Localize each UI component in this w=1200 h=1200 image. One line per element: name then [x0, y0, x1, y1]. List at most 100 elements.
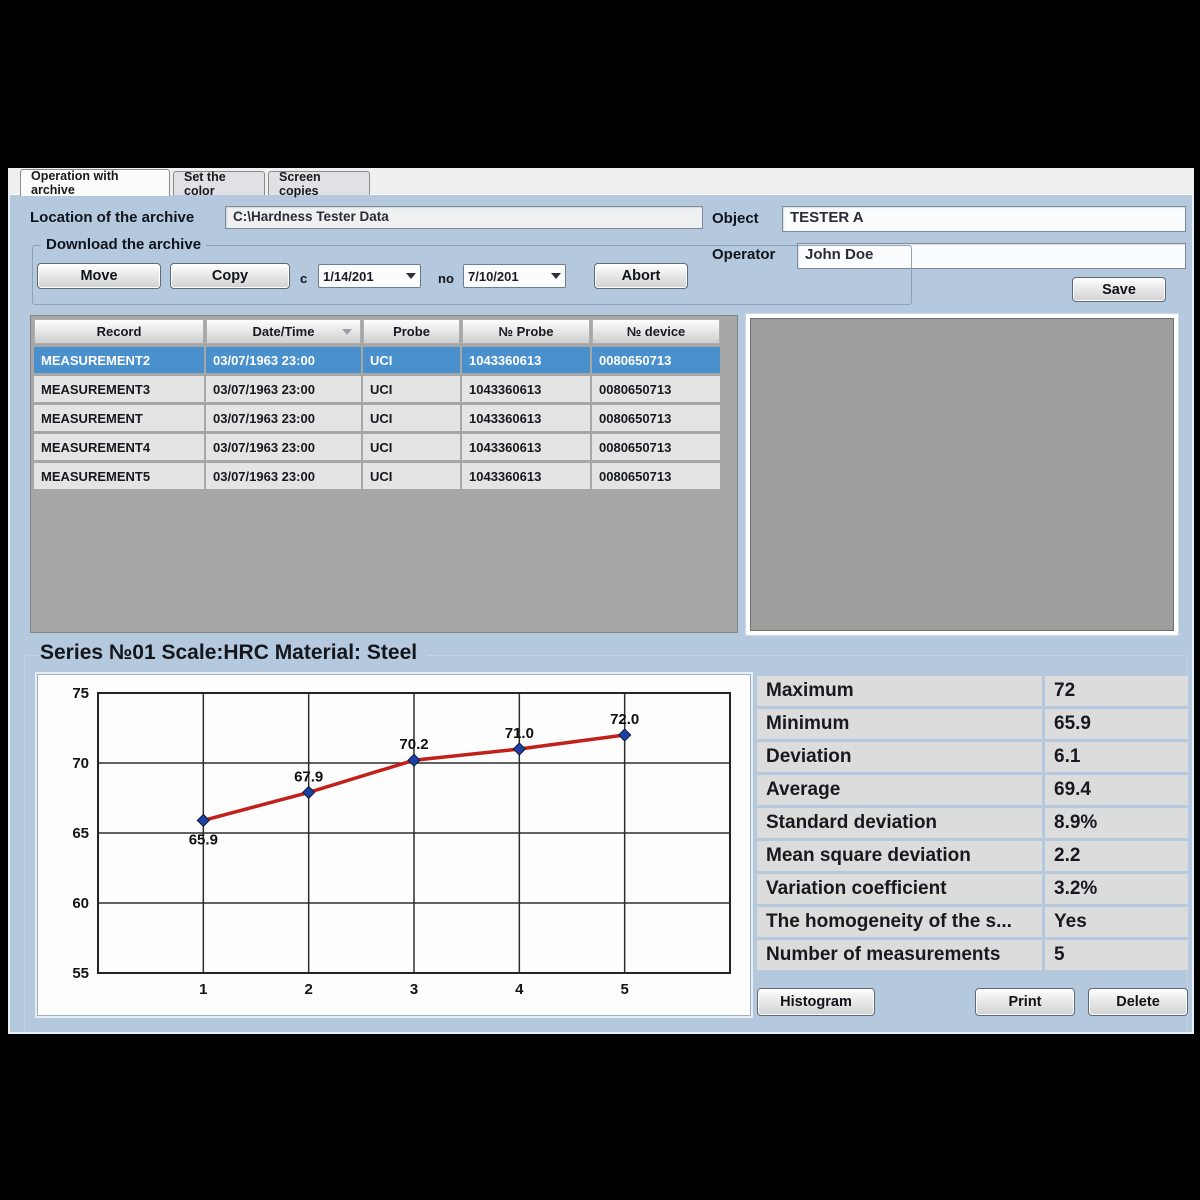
x-axis-tick-label: 5 — [620, 981, 628, 998]
table-cell: MEASUREMENT — [34, 405, 204, 431]
column-header-record[interactable]: Record — [34, 319, 204, 344]
x-axis-tick-label: 4 — [515, 981, 524, 998]
copy-button[interactable]: Copy — [170, 263, 290, 289]
data-point — [512, 742, 527, 756]
chart-plot-border — [97, 692, 731, 974]
date-to-combobox[interactable]: 7/10/201 — [463, 264, 566, 288]
table-row[interactable]: MEASUREMENT2 03/07/1963 23:00 UCI 104336061… — [34, 347, 734, 373]
column-header-probe[interactable]: Probe — [363, 319, 460, 344]
stat-row[interactable]: Maximum 72 — [757, 676, 1188, 706]
sort-descending-icon — [342, 329, 352, 335]
location-input[interactable]: C:\Hardness Tester Data — [225, 206, 703, 229]
stat-label: Standard deviation — [757, 808, 1042, 838]
stat-value: 8.9% — [1045, 808, 1188, 838]
table-cell: 03/07/1963 23:00 — [206, 347, 361, 373]
series-title: Series №01 Scale:HRC Material: Steel — [40, 641, 428, 665]
stat-label: Mean square deviation — [757, 841, 1042, 871]
stat-row[interactable]: Number of measurements 5 — [757, 940, 1188, 970]
table-cell: 03/07/1963 23:00 — [206, 405, 361, 431]
column-header-device-number[interactable]: № device — [592, 319, 720, 344]
stat-label: Minimum — [757, 709, 1042, 739]
data-point-label: 72.0 — [610, 711, 639, 728]
dropdown-arrow-icon — [406, 273, 416, 279]
date-from-label: c — [300, 271, 308, 286]
preview-image-area — [750, 318, 1174, 631]
stat-value: 2.2 — [1045, 841, 1188, 871]
statistics-table: Maximum 72 Minimum 65.9 Deviation 6.1 Average 6… — [757, 676, 1188, 973]
hardness-chart-panel: 55 60 65 70 75 1 2 3 4 5 65.9 67.9 70.2 71.0 72.0 — [37, 674, 751, 1016]
table-cell: MEASUREMENT4 — [34, 434, 204, 460]
records-table: Record Date/Time Probe № Probe № device … — [30, 315, 738, 633]
table-cell: UCI — [363, 434, 460, 460]
stat-row[interactable]: Average 69.4 — [757, 775, 1188, 805]
table-cell: 0080650713 — [592, 347, 720, 373]
x-axis-tick-label: 2 — [304, 981, 312, 998]
stat-label: Maximum — [757, 676, 1042, 706]
stat-label: Variation coefficient — [757, 874, 1042, 904]
tab-screen-copies[interactable]: Screen copies — [268, 170, 370, 198]
date-from-combobox[interactable]: 1/14/201 — [318, 264, 421, 288]
data-point — [617, 728, 632, 742]
y-axis-tick-label: 75 — [72, 685, 89, 702]
data-point — [301, 785, 316, 800]
stat-row[interactable]: The homogeneity of the s... Yes — [757, 907, 1188, 937]
y-axis-tick-label: 60 — [72, 895, 89, 912]
tab-operation-with-archive[interactable]: Operation with archive — [20, 169, 170, 197]
table-cell: 1043360613 — [462, 463, 590, 489]
app-window: Operation with archive Set the color Scr… — [8, 168, 1194, 1034]
stat-value: 69.4 — [1045, 775, 1188, 805]
object-input[interactable]: TESTER A — [782, 206, 1186, 232]
location-label: Location of the archive — [30, 209, 195, 226]
table-cell: MEASUREMENT2 — [34, 347, 204, 373]
column-header-datetime[interactable]: Date/Time — [206, 319, 361, 344]
records-table-header: Record Date/Time Probe № Probe № device — [34, 319, 734, 344]
x-axis-tick-label: 1 — [199, 981, 207, 998]
operator-label: Operator — [712, 246, 776, 263]
table-cell: UCI — [363, 405, 460, 431]
operator-input[interactable]: John Doe — [797, 243, 1186, 269]
stat-label: Deviation — [757, 742, 1042, 772]
object-label: Object — [712, 210, 759, 227]
table-cell: 03/07/1963 23:00 — [206, 376, 361, 402]
move-button[interactable]: Move — [37, 263, 161, 289]
y-axis-tick-label: 70 — [72, 755, 89, 772]
stat-value: Yes — [1045, 907, 1188, 937]
stat-row[interactable]: Mean square deviation 2.2 — [757, 841, 1188, 871]
histogram-button[interactable]: Histogram — [757, 988, 875, 1016]
table-cell: 0080650713 — [592, 463, 720, 489]
table-row[interactable]: MEASUREMENT4 03/07/1963 23:00 UCI 104336061… — [34, 434, 734, 460]
save-button[interactable]: Save — [1072, 277, 1166, 302]
stat-row[interactable]: Standard deviation 8.9% — [757, 808, 1188, 838]
table-cell: 1043360613 — [462, 347, 590, 373]
delete-button[interactable]: Delete — [1088, 988, 1188, 1016]
table-row[interactable]: MEASUREMENT 03/07/1963 23:00 UCI 1043360613… — [34, 405, 734, 431]
stat-row[interactable]: Variation coefficient 3.2% — [757, 874, 1188, 904]
stat-value: 72 — [1045, 676, 1188, 706]
stat-row[interactable]: Minimum 65.9 — [757, 709, 1188, 739]
tab-set-the-color[interactable]: Set the color — [173, 170, 265, 198]
stat-value: 65.9 — [1045, 709, 1188, 739]
column-header-probe-number[interactable]: № Probe — [462, 319, 590, 344]
stat-value: 6.1 — [1045, 742, 1188, 772]
table-cell: MEASUREMENT5 — [34, 463, 204, 489]
date-from-value: 1/14/201 — [323, 268, 374, 284]
table-cell: 03/07/1963 23:00 — [206, 463, 361, 489]
stat-row[interactable]: Deviation 6.1 — [757, 742, 1188, 772]
tab-bar: Operation with archive Set the color Scr… — [10, 168, 1192, 198]
table-cell: UCI — [363, 347, 460, 373]
data-point-label: 71.0 — [505, 725, 534, 742]
data-point — [196, 813, 211, 828]
abort-button[interactable]: Abort — [594, 263, 688, 289]
print-button[interactable]: Print — [975, 988, 1075, 1016]
dropdown-arrow-icon — [551, 273, 561, 279]
table-row[interactable]: MEASUREMENT5 03/07/1963 23:00 UCI 104336061… — [34, 463, 734, 489]
stat-label: Average — [757, 775, 1042, 805]
table-cell: 0080650713 — [592, 434, 720, 460]
data-point-label: 70.2 — [399, 736, 428, 753]
download-archive-group-label: Download the archive — [41, 236, 207, 253]
table-cell: 1043360613 — [462, 376, 590, 402]
y-axis-tick-label: 55 — [72, 965, 89, 982]
date-to-value: 7/10/201 — [468, 268, 519, 284]
table-row[interactable]: MEASUREMENT3 03/07/1963 23:00 UCI 104336061… — [34, 376, 734, 402]
table-cell: 0080650713 — [592, 405, 720, 431]
